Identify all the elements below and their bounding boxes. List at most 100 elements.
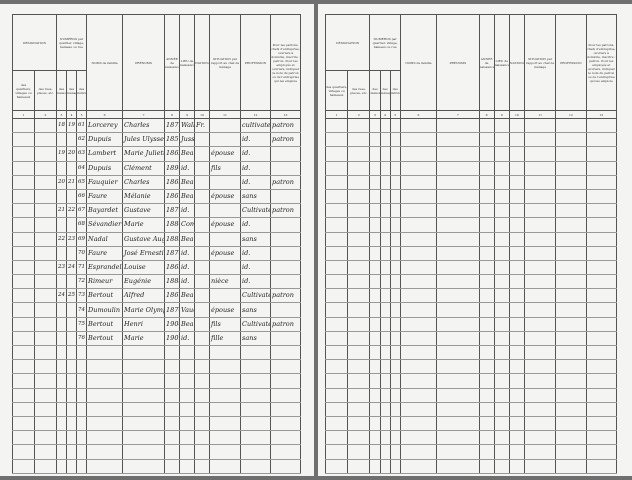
cell-annee: 1857	[164, 132, 181, 148]
cell-annee: 1865	[164, 260, 181, 276]
cell-menage	[379, 189, 391, 205]
cell-menage	[66, 246, 78, 261]
header-num_b: des ménages	[379, 70, 391, 111]
cell-annee	[478, 118, 495, 134]
cell-patron	[270, 359, 302, 375]
cell-empty	[347, 260, 371, 276]
cell-empty	[12, 359, 35, 375]
cell-nat	[508, 359, 525, 375]
cell-situation	[209, 203, 242, 219]
cell-empty	[12, 274, 35, 290]
cell-lieu	[493, 161, 510, 176]
header-lieu: LIEU de naissance	[179, 14, 196, 111]
cell-empty	[33, 175, 58, 190]
cell-maison	[369, 359, 381, 375]
cell-annee: 1885	[164, 232, 181, 247]
cell-ind: 74	[76, 302, 88, 318]
cell-maison	[369, 217, 381, 233]
cell-maison	[56, 246, 68, 261]
cell-annee	[164, 444, 181, 460]
cell-lieu	[493, 416, 510, 432]
empty-row	[324, 132, 618, 148]
cell-prenom	[122, 373, 166, 389]
cell-empty	[12, 132, 35, 148]
cell-profession	[240, 459, 272, 474]
cell-empty	[324, 217, 349, 233]
cell-ind: 72	[76, 274, 88, 290]
cell-ind: 76	[76, 331, 88, 347]
cell-nat	[194, 459, 211, 474]
cell-patron: patron	[270, 288, 302, 304]
cell-maison: 18	[56, 118, 68, 134]
cell-annee	[478, 317, 495, 332]
cell-annee	[164, 459, 181, 474]
cell-maison: 23	[56, 260, 68, 276]
cell-patron	[585, 430, 618, 446]
cell-ind: 68	[76, 217, 88, 233]
cell-empty	[347, 430, 371, 446]
cell-situation: nièce	[209, 274, 242, 290]
cell-menage	[379, 146, 391, 162]
cell-annee	[478, 246, 495, 261]
cell-situation	[209, 260, 242, 276]
cell-empty	[324, 189, 349, 205]
cell-patron	[585, 402, 618, 417]
cell-ind: 67	[76, 203, 88, 219]
cell-menage	[66, 388, 78, 403]
cell-maison	[56, 331, 68, 347]
cell-annee: 1871	[164, 203, 181, 219]
cell-profession	[555, 331, 587, 347]
cell-situation: fils	[209, 161, 242, 176]
cell-menage	[66, 217, 78, 233]
cell-profession: id.	[240, 175, 272, 190]
cell-ind: 73	[76, 288, 88, 304]
cell-nom	[399, 175, 438, 190]
cell-lieu	[179, 444, 196, 460]
cell-nom: Fauquier	[86, 175, 124, 190]
cell-annee	[478, 430, 495, 446]
cell-situation	[523, 459, 557, 474]
column-number: 13	[270, 110, 302, 119]
cell-profession: cultivateur	[240, 118, 272, 134]
cell-profession	[555, 459, 587, 474]
cell-empty	[12, 416, 35, 432]
cell-situation: épouse	[209, 246, 242, 261]
cell-empty	[347, 146, 371, 162]
cell-annee	[164, 359, 181, 375]
cell-profession	[240, 416, 272, 432]
cell-prenom	[436, 161, 480, 176]
cell-nat	[194, 359, 211, 375]
cell-patron	[270, 331, 302, 347]
cell-situation	[209, 345, 242, 361]
cell-situation	[209, 416, 242, 432]
cell-patron	[585, 373, 618, 389]
cell-empty	[347, 246, 371, 261]
cell-ind	[389, 402, 401, 417]
cell-nom: Bertout	[86, 288, 124, 304]
column-number: 8	[164, 110, 181, 119]
cell-prenom: Gustave	[122, 203, 166, 219]
cell-annee: 1867	[164, 288, 181, 304]
cell-situation	[523, 288, 557, 304]
cell-empty	[33, 161, 58, 176]
cell-nom	[86, 359, 124, 375]
cell-prenom: Marie	[122, 331, 166, 347]
cell-maison	[369, 274, 381, 290]
cell-nom	[399, 430, 438, 446]
cell-empty	[324, 416, 349, 432]
empty-row	[324, 274, 618, 290]
cell-prenom	[122, 459, 166, 474]
header-num_a: des maisons	[56, 70, 68, 111]
cell-patron: patron	[270, 175, 302, 190]
cell-menage	[379, 246, 391, 261]
header-numeros: NUMÉROS par quartier, village, hameau ou…	[56, 14, 88, 71]
cell-profession: Cultivateur	[240, 203, 272, 219]
cell-ind	[389, 217, 401, 233]
cell-annee	[478, 288, 495, 304]
cell-nom: Lorcerey	[86, 118, 124, 134]
cell-lieu	[179, 402, 196, 417]
cell-lieu	[493, 203, 510, 219]
